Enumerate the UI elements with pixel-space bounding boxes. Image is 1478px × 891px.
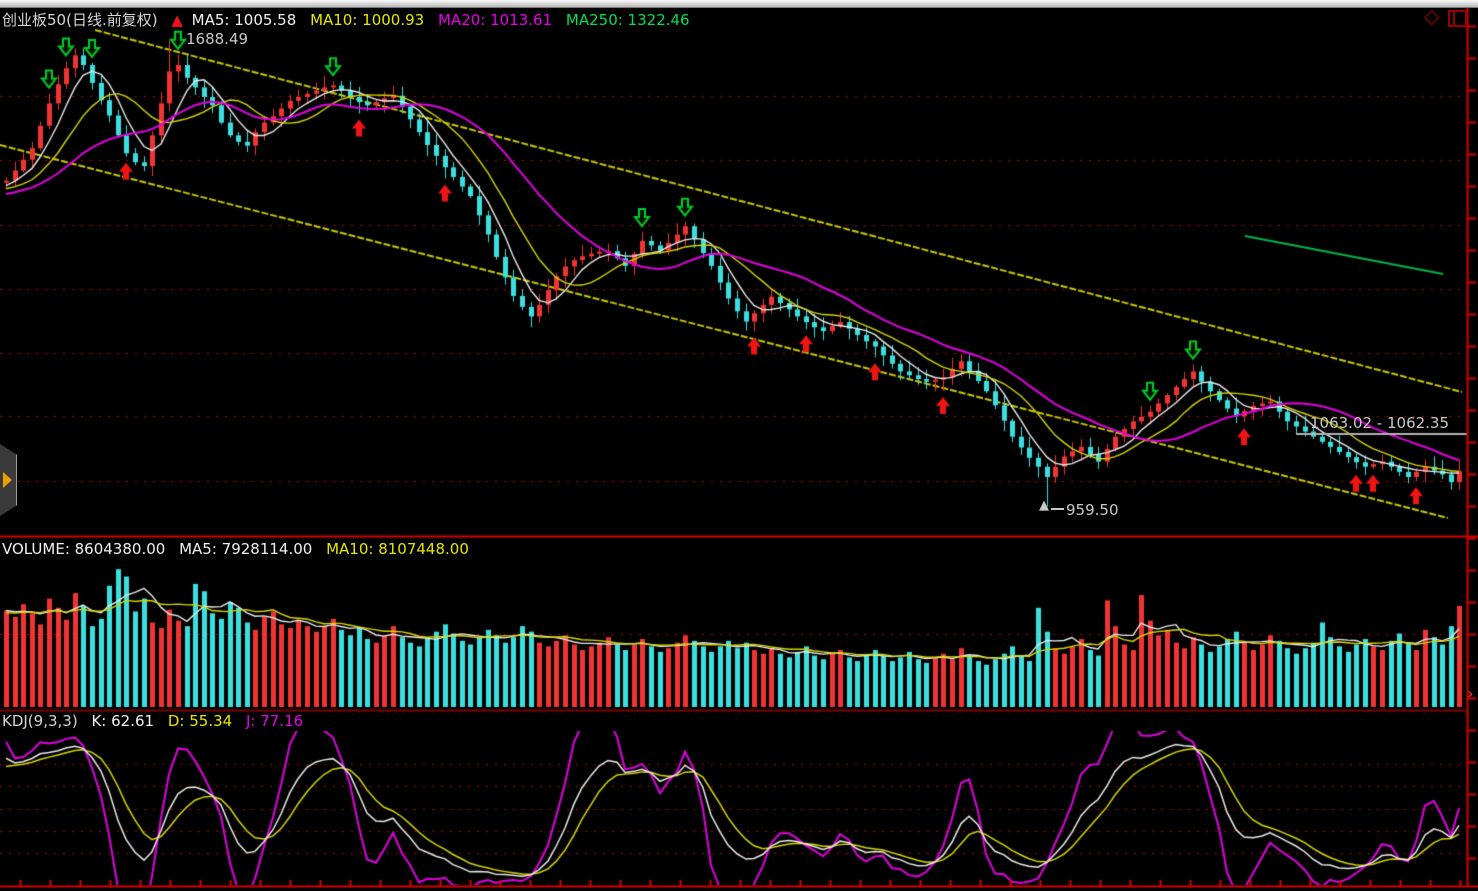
trend-up-icon: ▲ (171, 11, 183, 29)
ma10-value: MA10: 1000.93 (310, 11, 425, 29)
window-layout-icon[interactable] (1448, 10, 1467, 27)
sidebar-expand-handle[interactable] (0, 444, 17, 516)
window-top-strip (0, 0, 1478, 8)
kdj-j-value: J: 77.16 (245, 712, 304, 730)
scroll-right-icon[interactable]: › (1467, 684, 1474, 703)
kdj-name: KDJ(9,3,3) (2, 712, 78, 730)
volume-value: VOLUME: 8604380.00 (2, 540, 166, 558)
low-price-label: 959.50 (1066, 501, 1119, 519)
low-pointer-line (1051, 508, 1064, 510)
symbol-title: 创业板50(日线.前复权) (2, 11, 158, 29)
ma20-value: MA20: 1013.61 (437, 11, 553, 29)
kdj-d-value: D: 55.34 (167, 712, 233, 730)
ma250-value: MA250: 1322.46 (565, 11, 690, 29)
window-layout-icon-split (1453, 12, 1455, 25)
ma5-value: MA5: 1005.58 (191, 11, 297, 29)
kdj-header: KDJ(9,3,3) K: 62.61 D: 55.34 J: 77.16 (2, 712, 312, 730)
diamond-icon[interactable]: ◇ (1424, 4, 1440, 28)
volume-ma5-value: MA5: 7928114.00 (179, 540, 313, 558)
main-chart-header: 创业板50(日线.前复权) ▲ MA5: 1005.58 MA10: 1000.… (2, 9, 699, 30)
low-marker-icon: ▲ (1039, 498, 1049, 513)
volume-header: VOLUME: 8604380.00 MA5: 7928114.00 MA10:… (2, 540, 478, 558)
volume-ma10-value: MA10: 8107448.00 (326, 540, 469, 558)
high-price-label: 1688.49 (186, 30, 249, 48)
kdj-k-value: K: 62.61 (91, 712, 155, 730)
expand-arrow-icon (3, 472, 12, 488)
last-range-label: 1063.02 - 1062.35 (1310, 414, 1450, 432)
